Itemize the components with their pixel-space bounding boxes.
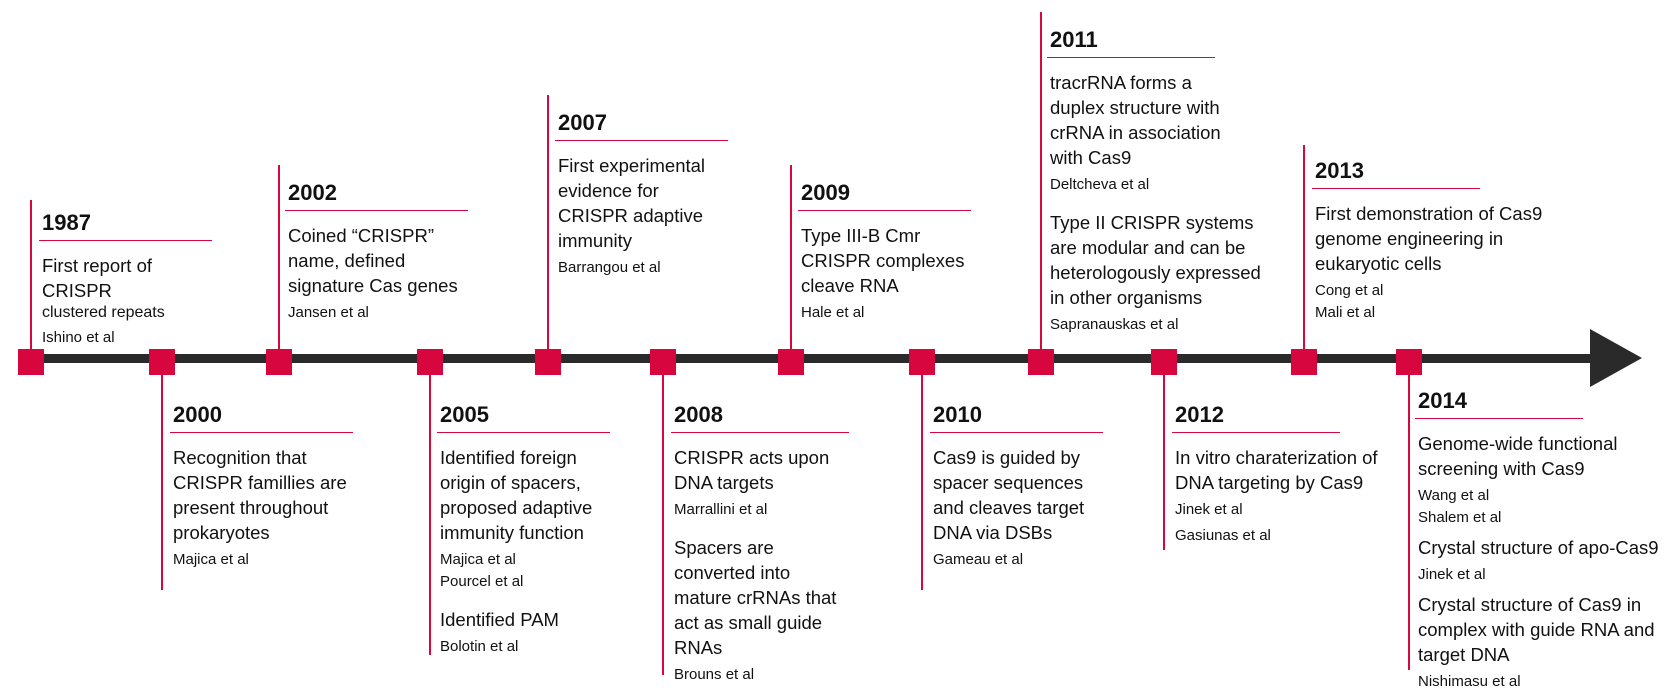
event-citation: Brouns et al — [674, 666, 755, 683]
event-citation: Majica et al — [173, 551, 249, 568]
event-2009: 2009 Type III-B Cmr CRISPR complexes cle… — [798, 180, 971, 324]
event-title-2: Crystal structure of apo-Cas9 — [1418, 537, 1659, 558]
year-label: 1987 — [39, 210, 212, 241]
event-title-2: Type II CRISPR systems are modular and c… — [1050, 212, 1261, 308]
event-citation: Mali et al — [1315, 304, 1376, 321]
event-2007: 2007 First experimental evidence for CRI… — [555, 110, 728, 279]
event-citation: Cong et al — [1315, 282, 1384, 299]
event-2000: 2000 Recognition that CRISPR famillies a… — [170, 402, 353, 571]
event-title-2: Identified PAM — [440, 609, 559, 630]
event-2013: 2013 First demonstration of Cas9 genome … — [1312, 158, 1555, 324]
year-label: 2000 — [170, 402, 353, 433]
marker-1987 — [18, 349, 44, 375]
event-title: tracrRNA forms a duplex structure with c… — [1050, 72, 1221, 168]
event-citation: Nishimasu et al — [1418, 673, 1521, 690]
event-citation: Jansen et al — [288, 304, 369, 321]
event-2010: 2010 Cas9 is guided by spacer sequences … — [930, 402, 1103, 571]
event-title: Recognition that CRISPR famillies are pr… — [173, 447, 347, 543]
event-2008: 2008 CRISPR acts upon DNA targets Marral… — [671, 402, 849, 686]
connector-2002 — [278, 165, 280, 360]
timeline-arrow-icon — [1590, 329, 1642, 387]
connector-2013 — [1303, 145, 1305, 360]
connector-2014 — [1408, 360, 1410, 670]
event-2012: 2012 In vitro charaterization of DNA tar… — [1172, 402, 1403, 547]
connector-2011 — [1040, 12, 1042, 360]
marker-2009 — [778, 349, 804, 375]
event-title: In vitro charaterization of DNA targetin… — [1175, 447, 1378, 493]
year-label: 2014 — [1415, 388, 1583, 419]
year-label: 2002 — [285, 180, 468, 211]
event-2011: 2011 tracrRNA forms a duplex structure w… — [1047, 27, 1280, 336]
connector-2000 — [161, 360, 163, 590]
event-citation: Jinek et al — [1418, 566, 1486, 583]
connector-1987 — [30, 200, 32, 360]
marker-2010 — [909, 349, 935, 375]
marker-2000 — [149, 349, 175, 375]
marker-2007 — [535, 349, 561, 375]
connector-2010 — [921, 360, 923, 590]
connector-2007 — [547, 95, 549, 360]
year-label: 2005 — [437, 402, 610, 433]
event-title: CRISPR acts upon DNA targets — [674, 447, 830, 493]
timeline-axis — [20, 354, 1608, 363]
event-citation: Majica et al — [440, 551, 516, 568]
event-2005: 2005 Identified foreign origin of spacer… — [437, 402, 610, 658]
event-2002: 2002 Coined “CRISPR” name, defined signa… — [285, 180, 468, 324]
year-label: 2011 — [1047, 27, 1215, 58]
event-citation: Deltcheva et al — [1050, 176, 1150, 193]
marker-2012 — [1151, 349, 1177, 375]
connector-2012 — [1163, 360, 1165, 550]
event-citation: Gasiunas et al — [1175, 527, 1271, 544]
marker-2005 — [417, 349, 443, 375]
marker-2008 — [650, 349, 676, 375]
event-citation: Gameau et al — [933, 551, 1024, 568]
event-citation: Pourcel et al — [440, 573, 524, 590]
year-label: 2012 — [1172, 402, 1340, 433]
event-citation: Barrangou et al — [558, 259, 661, 276]
event-title: First report of CRISPR — [42, 255, 152, 301]
connector-2009 — [790, 165, 792, 360]
event-title: Identified foreign origin of spacers, pr… — [440, 447, 593, 543]
event-title-2: Spacers are converted into mature crRNAs… — [674, 537, 837, 658]
event-citation: Ishino et al — [42, 329, 115, 346]
event-title-3: Crystal structure of Cas9 in complex wit… — [1418, 594, 1655, 665]
event-citation: Shalem et al — [1418, 509, 1502, 526]
marker-2014 — [1396, 349, 1422, 375]
event-citation: Sapranauskas et al — [1050, 316, 1179, 333]
event-title: First experimental evidence for CRISPR a… — [558, 155, 706, 251]
event-citation: Bolotin et al — [440, 638, 519, 655]
year-label: 2010 — [930, 402, 1103, 433]
year-label: 2009 — [798, 180, 971, 211]
event-1987: 1987 First report of CRISPR clustered re… — [39, 210, 212, 349]
event-citation: Marrallini et al — [674, 501, 768, 518]
event-subtitle: clustered repeats — [42, 304, 165, 321]
marker-2011 — [1028, 349, 1054, 375]
event-title: Type III-B Cmr CRISPR complexes cleave R… — [801, 225, 965, 296]
year-label: 2008 — [671, 402, 849, 433]
marker-2002 — [266, 349, 292, 375]
marker-2013 — [1291, 349, 1317, 375]
year-label: 2013 — [1312, 158, 1480, 189]
event-citation: Hale et al — [801, 304, 865, 321]
connector-2005 — [429, 360, 431, 655]
year-label: 2007 — [555, 110, 728, 141]
event-citation: Jinek et al — [1175, 501, 1243, 518]
connector-2008 — [662, 360, 664, 675]
event-2014: 2014 Genome-wide functional screening wi… — [1415, 388, 1673, 693]
event-title: Genome-wide functional screening with Ca… — [1418, 433, 1618, 479]
event-title: Coined “CRISPR” name, defined signature … — [288, 225, 458, 296]
event-title: First demonstration of Cas9 genome engin… — [1315, 203, 1543, 274]
event-citation: Wang et al — [1418, 487, 1490, 504]
event-title: Cas9 is guided by spacer sequences and c… — [933, 447, 1085, 543]
